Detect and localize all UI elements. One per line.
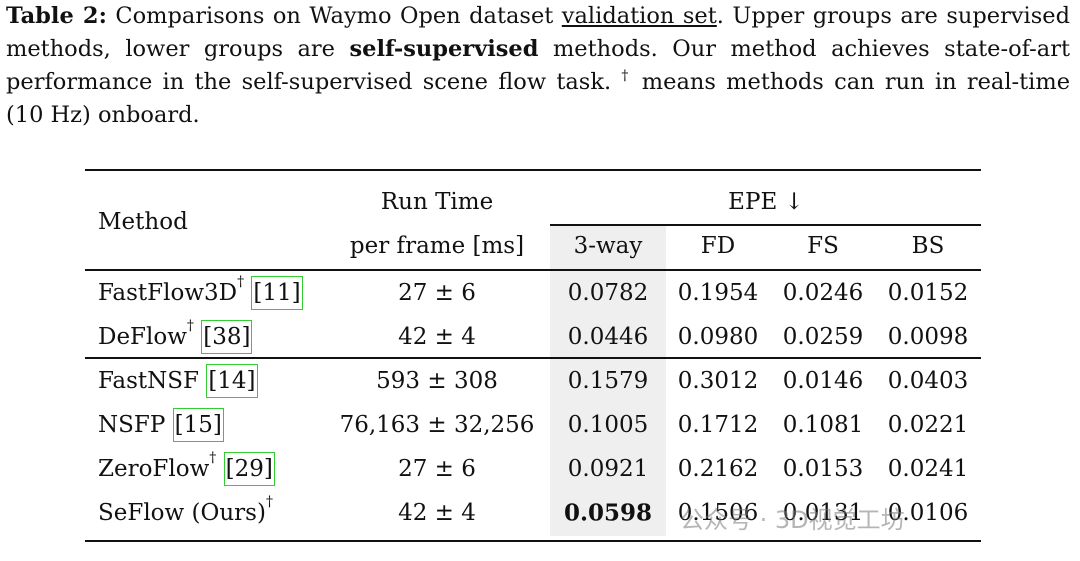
caption-dagger: † <box>621 68 632 84</box>
header-cell: per frame [ms] <box>349 233 525 259</box>
caption: Table 2: Comparisons on Waymo Open datas… <box>6 0 1070 132</box>
rule <box>550 224 981 226</box>
method-name: SeFlow (Ours) <box>98 500 266 526</box>
method-cell: FastNSF [14] <box>98 364 258 398</box>
highlight-column <box>550 226 666 536</box>
method-cell: NSFP [15] <box>98 408 224 442</box>
method-name: DeFlow <box>98 324 187 350</box>
header-cell: EPE ↓ <box>728 189 804 215</box>
value-cell: 0.0106 <box>887 500 969 526</box>
method-name: ZeroFlow <box>98 456 210 482</box>
method-cell: FastFlow3D† [11] <box>98 274 303 310</box>
caption-text: . Upper groups are supervised methods, l… <box>6 3 1071 62</box>
value-cell: 0.1954 <box>677 280 759 306</box>
value-cell: 0.0131 <box>782 500 864 526</box>
value-cell: 0.1081 <box>782 412 864 438</box>
value-cell: 0.0152 <box>887 280 969 306</box>
header-cell: BS <box>911 233 945 259</box>
method-name: NSFP <box>98 412 166 438</box>
method-cell: ZeroFlow† [29] <box>98 450 275 486</box>
run-time: 42 ± 4 <box>398 324 476 350</box>
citation-link[interactable]: [29] <box>223 452 275 486</box>
run-time: 27 ± 6 <box>398 280 476 306</box>
caption-underlined: validation set <box>561 3 717 29</box>
dagger: † <box>237 274 245 290</box>
value-cell: 0.1005 <box>567 412 649 438</box>
watermark: 公众号 · 3D视觉工坊 <box>680 506 905 534</box>
dagger: † <box>186 318 194 334</box>
run-time: 76,163 ± 32,256 <box>339 412 535 438</box>
header-cell: 3-way <box>573 233 643 259</box>
dagger: † <box>265 494 273 510</box>
header-cell: FS <box>807 233 839 259</box>
caption-label: Table 2: <box>6 3 107 29</box>
value-cell: 0.0246 <box>782 280 864 306</box>
value-cell: 0.0221 <box>887 412 969 438</box>
value-cell: 0.0598 <box>563 499 653 527</box>
rule <box>85 540 981 542</box>
value-cell: 0.2162 <box>677 456 759 482</box>
run-time: 27 ± 6 <box>398 456 476 482</box>
value-cell: 0.0403 <box>887 368 969 394</box>
run-time: 593 ± 308 <box>376 368 498 394</box>
header-cell: Run Time <box>380 189 494 215</box>
value-cell: 0.0921 <box>567 456 649 482</box>
citation-link[interactable]: [11] <box>251 276 303 310</box>
value-cell: 0.0146 <box>782 368 864 394</box>
value-cell: 0.0241 <box>887 456 969 482</box>
value-cell: 0.1579 <box>567 368 649 394</box>
method-cell: DeFlow† [38] <box>98 318 253 354</box>
citation-link[interactable]: [14] <box>206 364 258 398</box>
rule <box>85 269 981 271</box>
value-cell: 0.0980 <box>677 324 759 350</box>
rule <box>85 357 981 359</box>
value-cell: 0.0259 <box>782 324 864 350</box>
value-cell: 0.0098 <box>887 324 969 350</box>
value-cell: 0.1506 <box>677 500 759 526</box>
method-name: FastFlow3D <box>98 280 238 306</box>
caption-text: methods. Our method achieves state-of-ar… <box>6 36 1070 95</box>
caption-text: Comparisons on Waymo Open dataset <box>106 3 562 29</box>
method-cell: SeFlow (Ours)† <box>98 494 273 526</box>
caption-bold: self-supervised <box>349 36 539 62</box>
rule <box>85 169 981 171</box>
caption-text: means methods can run in real-time (10 H… <box>6 69 1071 128</box>
header-cell: Method <box>98 209 188 235</box>
value-cell: 0.0153 <box>782 456 864 482</box>
value-cell: 0.1712 <box>677 412 759 438</box>
dagger: † <box>209 450 217 466</box>
value-cell: 0.3012 <box>677 368 759 394</box>
value-cell: 0.0782 <box>567 280 649 306</box>
header-cell: FD <box>700 233 736 259</box>
run-time: 42 ± 4 <box>398 500 476 526</box>
citation-link[interactable]: [15] <box>172 408 224 442</box>
method-name: FastNSF <box>98 368 199 394</box>
value-cell: 0.0446 <box>567 324 649 350</box>
citation-link[interactable]: [38] <box>201 320 253 354</box>
